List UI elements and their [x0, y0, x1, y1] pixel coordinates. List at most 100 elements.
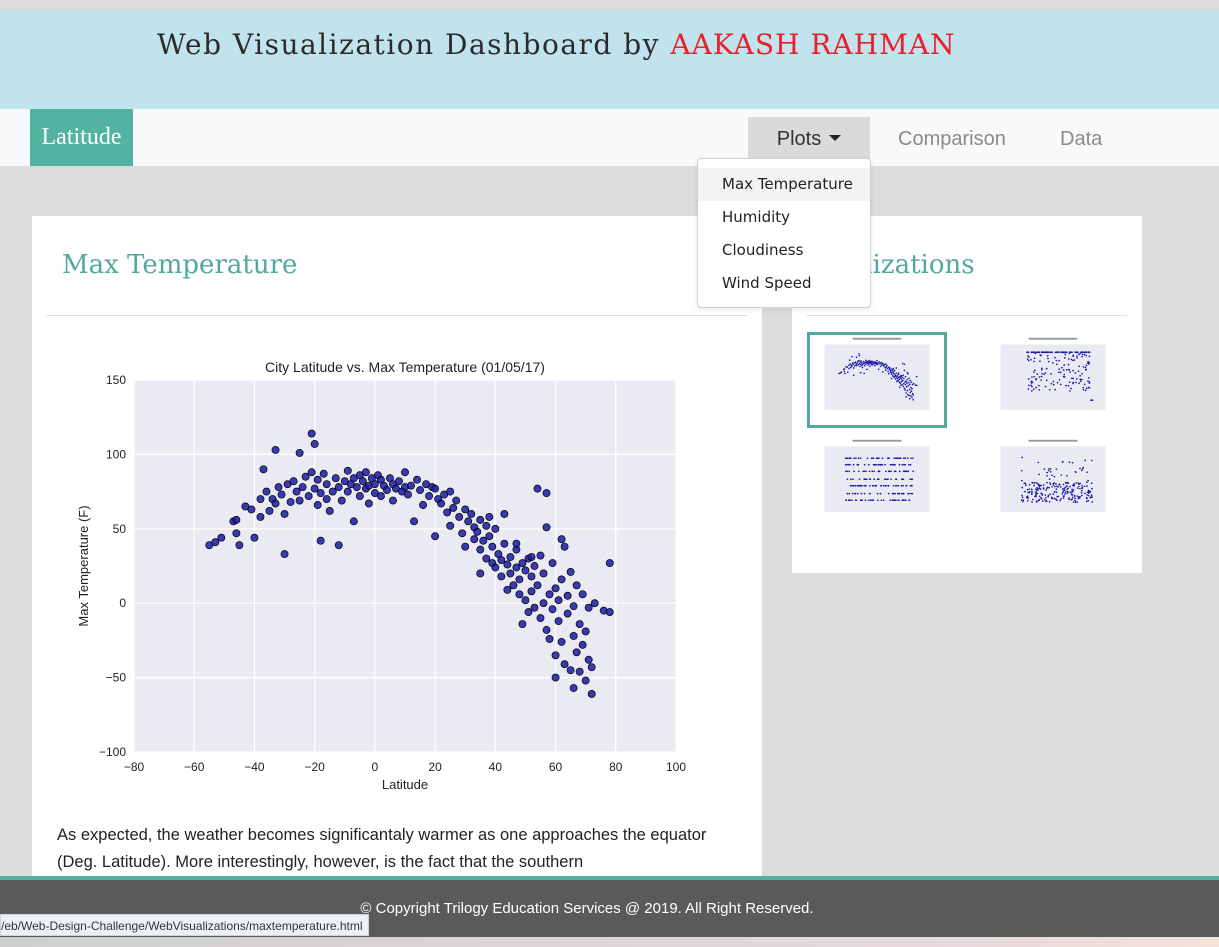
data-point: [476, 569, 485, 578]
data-point: [551, 584, 560, 593]
thumbnail-point: [900, 492, 903, 495]
dropdown-item-max-temperature[interactable]: Max Temperature: [698, 168, 870, 201]
thumbnail-point: [893, 470, 896, 473]
nav-comparison-link[interactable]: Comparison: [898, 128, 1006, 150]
navbar-brand-latitude[interactable]: Latitude: [30, 109, 133, 166]
thumbnail-point: [857, 470, 860, 473]
data-point: [575, 667, 584, 676]
data-point: [322, 495, 331, 503]
x-axis-label: Latitude: [382, 777, 428, 792]
data-point: [521, 596, 530, 605]
thumbnail-point: [884, 463, 886, 466]
thumbnail-point: [1033, 371, 1035, 373]
thumbnail-point: [895, 367, 898, 369]
data-point: [464, 517, 473, 526]
thumbnail-max-temperature[interactable]: [807, 332, 947, 428]
thumbnail-point: [909, 463, 912, 466]
thumbnail-point: [881, 371, 884, 373]
thumbnail-point: [1043, 468, 1046, 470]
thumbnail-point: [1074, 372, 1077, 374]
thumbnail-point: [844, 457, 847, 460]
thumbnail-point: [902, 499, 905, 502]
thumbnail-point: [1063, 489, 1066, 491]
data-point: [334, 483, 343, 492]
thumbnail-point: [1088, 355, 1091, 358]
browser-top-strip: [0, 0, 1219, 10]
thumbnail-plot-image: [987, 437, 1119, 527]
thumbnail-point: [1077, 485, 1080, 488]
thumbnail-point: [1056, 381, 1059, 384]
thumbnail-point: [1085, 364, 1088, 367]
thumbnail-point: [1035, 490, 1038, 493]
thumbnail-point: [895, 376, 898, 378]
thumbnail-point: [863, 478, 866, 481]
nav-data-link[interactable]: Data: [1060, 128, 1103, 150]
thumbnail-point: [1055, 491, 1058, 494]
nav-plots-dropdown-toggle[interactable]: Plots: [748, 117, 870, 159]
thumbnail-point: [892, 492, 895, 495]
thumbnail-point: [1081, 468, 1084, 470]
data-point: [572, 581, 581, 590]
dropdown-item-wind-speed[interactable]: Wind Speed: [722, 274, 812, 292]
thumbnail-point: [1080, 492, 1083, 494]
thumbnail-point: [1052, 380, 1055, 383]
thumbnail-point: [901, 499, 904, 502]
thumbnail-point: [863, 364, 866, 367]
thumbnail-point: [1058, 371, 1060, 374]
thumbnail-point: [1025, 484, 1027, 487]
thumbnail-point: [1088, 363, 1090, 365]
x-tick-label: 0: [372, 760, 379, 774]
thumbnail-point: [855, 499, 858, 502]
data-point: [497, 572, 506, 581]
thumbnail-point: [1081, 372, 1083, 375]
data-point: [548, 605, 557, 614]
data-point: [461, 505, 470, 514]
thumbnail-point: [893, 457, 895, 460]
thumbnail-point: [894, 499, 897, 502]
data-point: [310, 440, 319, 448]
thumbnail-point: [877, 499, 879, 502]
thumbnail-point: [863, 470, 866, 473]
data-point: [605, 608, 614, 617]
thumbnail-point: [845, 470, 847, 473]
y-tick-label: −100: [99, 745, 126, 759]
thumbnail-point: [1071, 493, 1073, 496]
thumbnail-point: [1079, 380, 1082, 383]
dropdown-item-cloudiness[interactable]: Cloudiness: [722, 241, 804, 259]
thumbnail-point: [896, 374, 899, 377]
thumbnail-point: [876, 478, 879, 481]
thumbnail-point: [877, 368, 880, 371]
scatter-plot-svg: −80 −60 −40 −20 0 20 40 60 80 100 −100 −50 0 50 100 150…: [76, 359, 686, 792]
thumbnail-point: [877, 362, 880, 364]
thumbnail-point: [1077, 353, 1080, 356]
thumbnail-point: [1045, 500, 1047, 503]
thumbnail-point: [1068, 369, 1071, 371]
thumbnail-point: [888, 368, 891, 371]
thumbnail-point: [866, 457, 869, 460]
data-point: [569, 684, 578, 692]
scatter-plot: −80 −60 −40 −20 0 20 40 60 80 100 −100 −50 0 50 100 150…: [76, 354, 696, 794]
thumbnail-point: [1080, 351, 1082, 354]
thumbnail-wind-speed[interactable]: [983, 434, 1123, 530]
thumbnail-point: [876, 359, 878, 362]
thumbnail-point: [904, 463, 907, 466]
thumbnail-cloudiness[interactable]: [807, 434, 947, 530]
thumbnail-point: [1049, 470, 1052, 473]
dropdown-item-humidity[interactable]: Humidity: [722, 208, 791, 226]
thumbnail-humidity[interactable]: [983, 332, 1123, 428]
page-footer: © Copyright Trilogy Education Services @…: [0, 880, 1219, 937]
data-point: [560, 660, 569, 669]
thumbnail-point: [1042, 484, 1045, 486]
thumbnail-point: [1084, 389, 1087, 392]
thumbnail-point: [1066, 485, 1068, 487]
thumbnail-point: [859, 363, 862, 366]
thumbnail-point: [1033, 484, 1035, 487]
thumbnail-point: [1033, 482, 1036, 484]
x-tick-label: −60: [184, 760, 205, 774]
thumbnail-point: [1062, 495, 1065, 498]
thumbnail-point: [844, 372, 846, 375]
os-taskbar: [0, 937, 1219, 947]
thumbnail-plot-image: [811, 437, 943, 527]
thumbnail-point: [862, 360, 865, 363]
data-point: [587, 690, 596, 698]
